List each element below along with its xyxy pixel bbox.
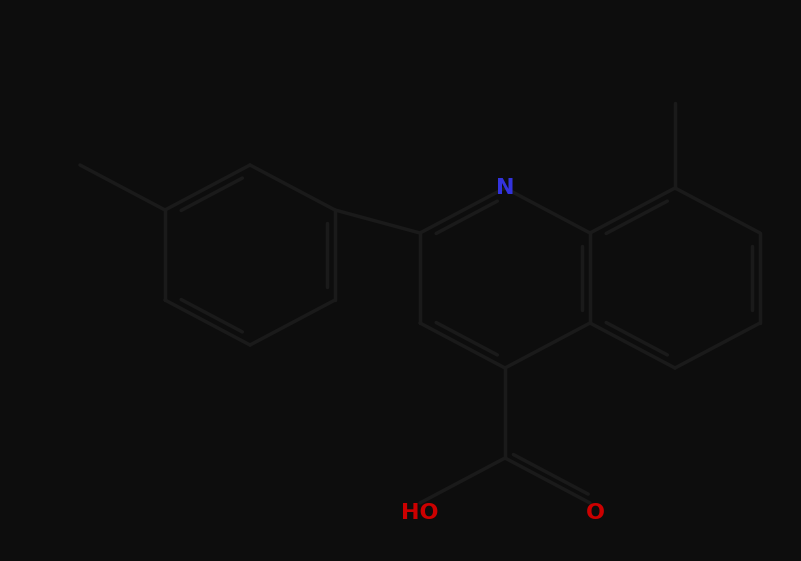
Text: O: O — [586, 503, 605, 523]
Text: N: N — [496, 178, 514, 198]
Text: HO: HO — [401, 503, 439, 523]
